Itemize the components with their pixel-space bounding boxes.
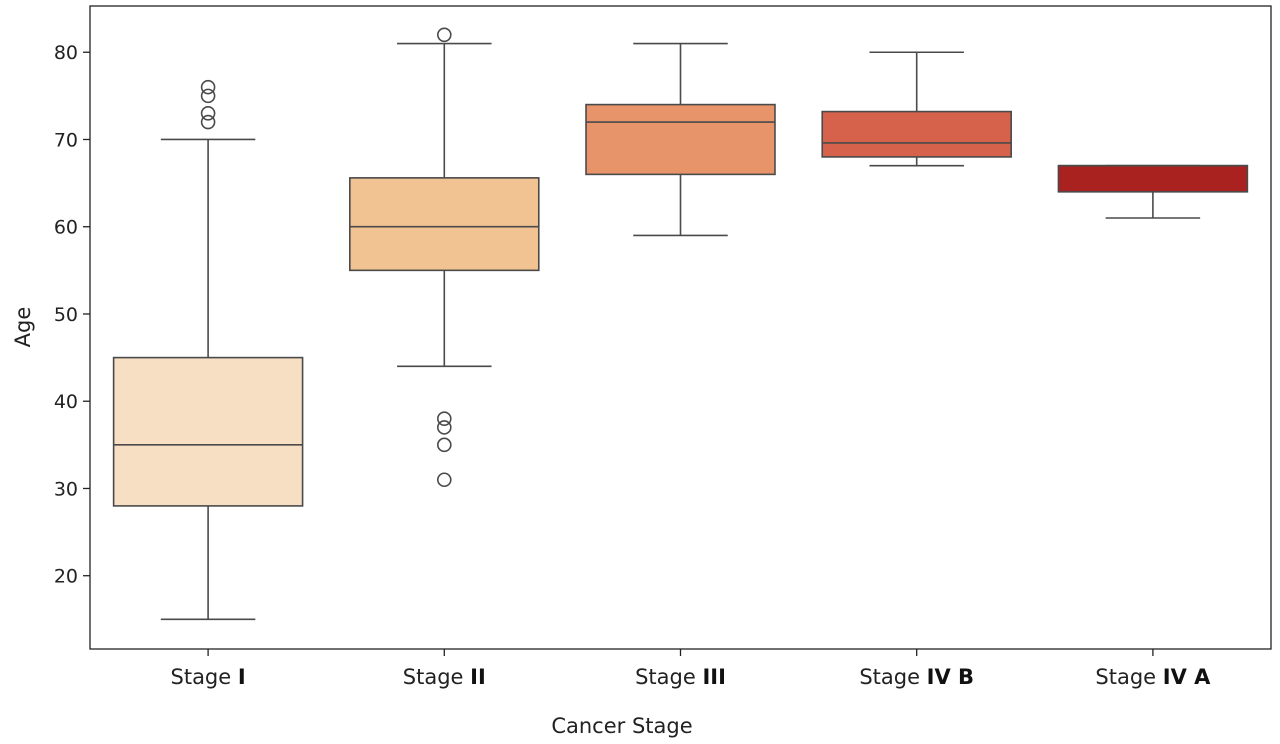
box-group bbox=[821, 51, 1012, 167]
box-iqr bbox=[821, 110, 1012, 158]
x-tick-label-roman: I bbox=[238, 665, 246, 689]
y-axis: 20 30 40 50 60 70 80 bbox=[54, 42, 90, 588]
outlier-point bbox=[436, 411, 452, 426]
y-tick-label: 60 bbox=[54, 217, 78, 239]
outlier-point bbox=[200, 79, 216, 95]
x-tick-label-roman: IV B bbox=[927, 665, 974, 689]
x-tick-label-prefix: Stage bbox=[171, 665, 238, 689]
x-tick-label-roman: III bbox=[702, 665, 725, 689]
outlier-point bbox=[200, 88, 216, 104]
outlier-point bbox=[200, 114, 216, 130]
outlier-point bbox=[436, 472, 452, 488]
outlier-point bbox=[436, 27, 452, 43]
x-tick-label: Stage II bbox=[403, 665, 486, 689]
y-tick-label: 50 bbox=[54, 304, 78, 326]
box-group bbox=[585, 42, 776, 237]
x-tick-label: Stage IV A bbox=[1095, 665, 1211, 689]
box-group bbox=[112, 79, 304, 621]
box-iqr bbox=[112, 356, 304, 507]
x-axis-label: Cancer Stage bbox=[551, 714, 692, 738]
y-tick-label: 70 bbox=[54, 129, 78, 151]
box-group bbox=[349, 27, 540, 488]
x-tick-label: Stage IV B bbox=[859, 665, 974, 689]
y-tick-label: 20 bbox=[54, 566, 78, 588]
x-tick-label-roman: IV A bbox=[1163, 665, 1211, 689]
outlier-point bbox=[436, 437, 452, 453]
y-tick-label: 80 bbox=[54, 42, 78, 64]
box-group bbox=[1057, 164, 1249, 219]
x-tick-label-prefix: Stage bbox=[403, 665, 470, 689]
x-tick-label-prefix: Stage bbox=[1095, 665, 1162, 689]
x-tick-label: Stage I bbox=[171, 665, 246, 689]
outlier-point bbox=[200, 106, 216, 121]
x-tick-label-prefix: Stage bbox=[635, 665, 702, 689]
x-tick-label: Stage III bbox=[635, 665, 726, 689]
x-axis: Stage I Stage II Stage III Stage IV B Stage … bbox=[171, 649, 1211, 689]
box-iqr bbox=[349, 177, 540, 272]
y-tick-label: 30 bbox=[54, 478, 78, 500]
y-axis-label: Age bbox=[11, 307, 35, 348]
y-tick-label: 40 bbox=[54, 391, 78, 413]
box-iqr bbox=[585, 103, 776, 176]
outlier-point bbox=[436, 420, 452, 435]
boxes bbox=[112, 27, 1249, 621]
x-tick-label-prefix: Stage bbox=[859, 665, 926, 689]
x-tick-label-roman: II bbox=[470, 665, 486, 689]
box-iqr bbox=[1057, 164, 1249, 193]
